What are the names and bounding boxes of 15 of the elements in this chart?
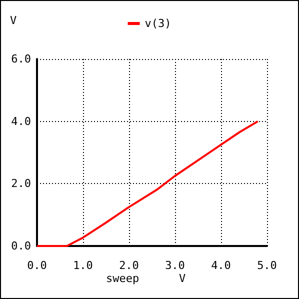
y-tick-label: 0.0 [11, 240, 31, 252]
line-series [36, 120, 259, 247]
x-axis-title: sweep [106, 272, 140, 285]
x-tick-label: 0.0 [27, 259, 47, 272]
x-tick-label: 5.0 [257, 259, 277, 272]
x-tick-label: 4.0 [211, 259, 231, 272]
y-tick-label: 2.0 [11, 177, 31, 190]
y-axis-title: V [10, 14, 17, 27]
x-tick-label: 3.0 [165, 259, 185, 272]
legend-label: v(3) [144, 17, 172, 30]
text: V [179, 272, 186, 285]
y-tick-label: 6.0 [11, 52, 31, 66]
x-tick-label: 2.0 [119, 259, 139, 272]
y-tick-label: 4.0 [11, 114, 31, 128]
x-tick-label: 1.0 [73, 259, 93, 272]
